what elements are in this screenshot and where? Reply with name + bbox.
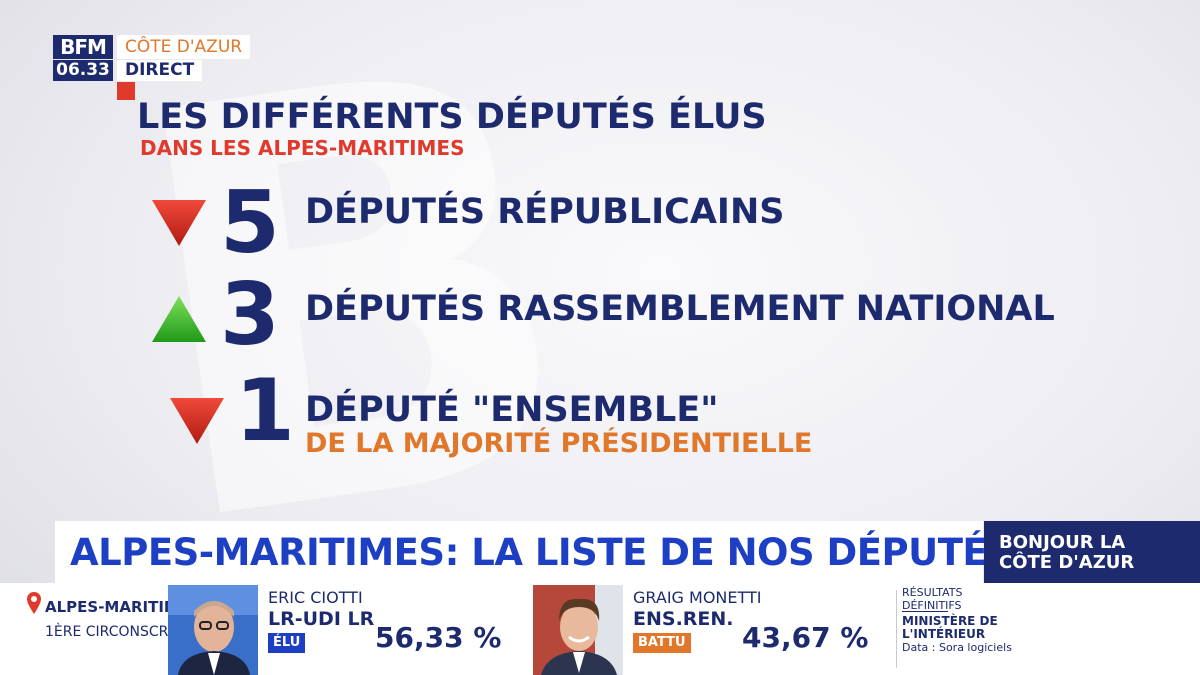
candidate-name: GRAIG MONETTI <box>633 588 762 607</box>
row-sublabel: DE LA MAJORITÉ PRÉSIDENTIELLE <box>305 428 813 459</box>
location-pin-icon <box>27 592 41 614</box>
show-name-line: BONJOUR LA <box>999 532 1126 553</box>
candidate-status-badge: BATTU <box>633 633 691 653</box>
candidate-party: ENS.REN. <box>633 608 734 630</box>
clock: 06.33 <box>53 60 113 81</box>
row-count: 3 <box>220 265 280 365</box>
candidate-percent: 43,67 % <box>742 621 869 654</box>
row-label: DÉPUTÉ "ENSEMBLE" <box>305 390 719 430</box>
candidate-photo <box>168 585 258 675</box>
show-name-line: CÔTE D'AZUR <box>999 552 1135 573</box>
candidate-name: ERIC CIOTTI <box>268 588 363 607</box>
row-count: 1 <box>235 361 295 461</box>
headline: ALPES-MARITIMES: LA LISTE DE NOS DÉPUTÉS <box>70 531 1014 574</box>
graphic-title: LES DIFFÉRENTS DÉPUTÉS ÉLUS <box>137 97 767 137</box>
trend-down-icon <box>152 200 206 246</box>
channel-logo: BFM <box>53 35 113 59</box>
live-label: DIRECT <box>117 60 203 81</box>
source-name: MINISTÈRE DE <box>902 614 998 628</box>
row-label: DÉPUTÉS RASSEMBLEMENT NATIONAL <box>305 289 1055 329</box>
source-rule <box>902 611 948 612</box>
candidate-party: LR-UDI LR <box>268 608 375 630</box>
source-name: L'INTÉRIEUR <box>902 627 986 641</box>
candidate-status-badge: ÉLU <box>268 633 306 653</box>
headline-band <box>55 521 983 583</box>
candidate-percent: 56,33 % <box>375 621 502 654</box>
title-accent-square <box>117 82 135 100</box>
show-name: BONJOUR LA CÔTE D'AZUR <box>984 521 1200 583</box>
location-name: ALPES-MARITIMES <box>45 598 200 616</box>
candidate-photo <box>533 585 623 675</box>
row-label: DÉPUTÉS RÉPUBLICAINS <box>305 192 785 232</box>
data-provider: Data : Sora logiciels <box>902 641 1012 654</box>
source-label: RÉSULTATS <box>902 586 963 599</box>
trend-up-icon <box>152 296 206 342</box>
graphic-subtitle: DANS LES ALPES-MARITIMES <box>140 136 465 160</box>
trend-down-icon <box>170 398 224 444</box>
source-divider <box>896 590 897 668</box>
region-label: CÔTE D'AZUR <box>117 35 251 59</box>
row-count: 5 <box>220 173 280 273</box>
source-label: DÉFINITIFS <box>902 599 962 612</box>
